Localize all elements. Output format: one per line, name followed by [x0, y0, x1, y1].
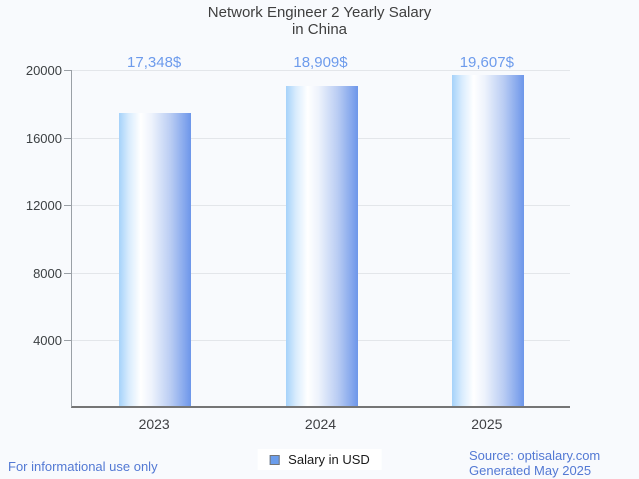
y-axis-label-16000: 16000 [25, 130, 62, 146]
y-axis-label-4000: 4000 [33, 333, 62, 349]
y-tick-8000 [64, 272, 71, 274]
value-label-2025: 19,607$ [459, 54, 514, 71]
source-attribution: Source: optisalary.com Generated May 202… [469, 448, 600, 478]
value-label-2024: 18,909$ [293, 54, 348, 71]
y-tick-12000 [64, 205, 71, 207]
plot-area [71, 70, 570, 408]
x-axis-label-2024: 2024 [304, 416, 337, 432]
chart-title-line2: in China [291, 21, 348, 38]
bar-2023 [119, 112, 192, 406]
y-tick-20000 [64, 70, 71, 71]
chart-title: Network Engineer 2 Yearly Salary in Chin… [0, 4, 639, 38]
bar-2024 [285, 86, 358, 406]
source-line: Source: optisalary.com [469, 448, 601, 463]
legend-swatch-icon [269, 454, 280, 465]
x-axis-label-2023: 2023 [138, 416, 170, 432]
disclaimer-text: For informational use only [8, 459, 158, 474]
legend-label: Salary in USD [288, 452, 370, 467]
generated-line: Generated May 2025 [469, 463, 592, 478]
y-tick-4000 [64, 340, 71, 342]
y-axis-label-12000: 12000 [25, 198, 62, 214]
y-axis-label-20000: 20000 [25, 63, 62, 78]
chart-title-line1: Network Engineer 2 Yearly Salary [207, 4, 432, 21]
value-label-2023: 17,348$ [127, 54, 182, 71]
x-axis-label-2025: 2025 [471, 416, 503, 432]
y-tick-16000 [64, 137, 71, 139]
gridline-20000 [72, 70, 570, 71]
bar-2025 [451, 74, 524, 406]
y-axis-label-8000: 8000 [33, 265, 62, 281]
legend: Salary in USD [257, 449, 382, 470]
